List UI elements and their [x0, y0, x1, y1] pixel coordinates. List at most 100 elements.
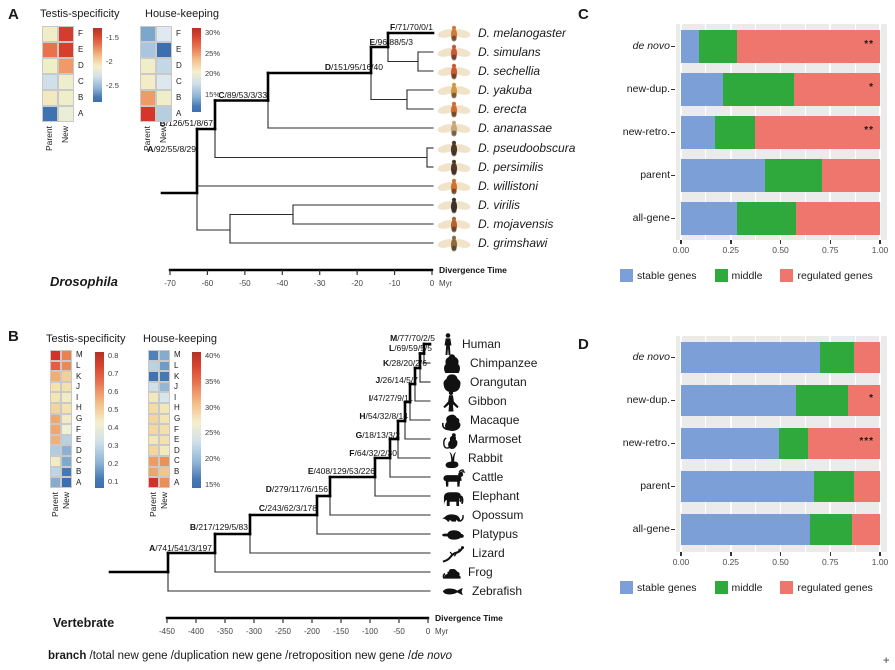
heatmap-b-housekeeping-colorbar-tick: 35%: [205, 376, 221, 386]
vertebrate-species-row: Elephant: [440, 487, 519, 506]
fly-icon: [436, 216, 472, 233]
heatmap-a-testis-cell: [42, 90, 58, 106]
time-axis-tick-label: 0: [426, 627, 431, 636]
drosophila-caption: Drosophila: [50, 274, 118, 289]
heatmap-b-housekeeping-cell: [159, 360, 170, 372]
panel-d-bar-segment: [848, 385, 880, 416]
panel-d-bar-segment: [681, 514, 811, 545]
time-axis-tick-label: -200: [304, 627, 321, 636]
heatmap-b-testis-cell: [61, 403, 72, 414]
time-axis-tick-label: -60: [202, 279, 214, 288]
species-label: D. virilis: [478, 198, 520, 212]
heatmap-b-testis-row-label: J: [76, 382, 80, 392]
panel-d-bar-segment: [810, 514, 853, 545]
panel-d-significance: *: [869, 392, 874, 404]
heatmap-b-testis-row-label: E: [76, 435, 82, 445]
panel-d-legend-item: regulated genes: [780, 581, 873, 594]
panel-d-category-tick: [671, 528, 675, 531]
species-label: D. grimshawi: [478, 236, 548, 250]
time-axis-tick-label: -70: [164, 279, 176, 288]
panel-c-bar-segment: [681, 30, 699, 63]
panel-d-x-tick: [779, 552, 782, 556]
heatmap-b-housekeeping-row-label: F: [174, 424, 179, 434]
heatmap-b-testis-cell: [50, 371, 61, 382]
fly-icon: [436, 159, 472, 176]
branch-label: A/92/55/8/29: [147, 144, 196, 154]
species-label: Platypus: [472, 527, 519, 541]
panel-c-category-label: new-retro.: [622, 125, 670, 138]
heatmap-b-testis-cell: [50, 456, 61, 467]
heatmap-a-testis-cell: [58, 58, 74, 74]
heatmap-b-housekeeping-colorbar-tick: 40%: [205, 351, 221, 360]
species-label: D. ananassae: [478, 121, 553, 135]
panel-d-category-label: new-retro.: [622, 436, 670, 449]
heatmap-b-testis-cell: [61, 360, 72, 372]
panel-c-category-tick: [671, 174, 675, 177]
heatmap-b-housekeeping-row-label: H: [174, 403, 180, 413]
panel-d-bar-segment: [796, 385, 849, 416]
panel-d-x-tick-label: 0.75: [821, 557, 839, 567]
heatmap-b-testis-colorbar-tick: 0.5: [108, 405, 119, 414]
marmoset-icon: [440, 429, 462, 450]
heatmap-b-housekeeping-row-label: D: [174, 445, 180, 455]
panel-c-category-label: new-dup.: [626, 82, 670, 95]
panel-d-bar-segment: [681, 342, 821, 373]
orangutan-icon: [440, 372, 464, 393]
heatmap-b-testis-colorbar-tick: 0.3: [108, 441, 119, 450]
drosophila-species-row: D. pseudoobscura: [436, 139, 575, 157]
heatmap-a-testis-col-label: Parent: [44, 126, 54, 152]
legend-swatch-icon: [714, 581, 728, 594]
panel-c-bar-segment: [754, 116, 880, 149]
time-axis-tick-label: -50: [239, 279, 251, 288]
heatmap-b-housekeeping-cell: [159, 413, 170, 425]
species-label: Macaque: [470, 413, 520, 427]
time-axis-tick-label: -30: [314, 279, 326, 288]
drosophila-species-row: D. willistoni: [436, 177, 538, 195]
vertebrate-species-row: Chimpanzee: [440, 353, 537, 373]
drosophila-species-row: D. persimilis: [436, 158, 543, 176]
vertebrate-species-row: Gibbon: [440, 390, 507, 412]
heatmap-b-testis-colorbar-tick: 0.8: [108, 351, 119, 360]
heatmap-b-housekeeping-row-label: K: [174, 371, 180, 381]
species-label: D. sechellia: [478, 64, 541, 78]
cursor-plus-icon: +: [883, 655, 890, 667]
branch-label: B/217/129/5/83: [190, 522, 248, 532]
heatmap-a-housekeeping-colorbar-tick: 15%: [205, 89, 221, 99]
legend-swatch-icon: [714, 269, 728, 282]
heatmap-b-testis-cell: [61, 350, 72, 361]
heatmap-a-housekeeping-row-label: B: [176, 93, 182, 102]
species-label: D. simulans: [478, 45, 541, 59]
heatmap-b-testis-row-label: B: [76, 466, 82, 476]
heatmap-b-housekeeping-row-label: J: [174, 382, 178, 392]
panel-d-category-label: parent: [640, 479, 670, 492]
heatmap-a-housekeeping-cell: [140, 74, 156, 90]
panel-c-category-label: parent: [640, 168, 670, 181]
heatmap-b-housekeeping-colorbar: [192, 352, 201, 488]
panel-d-bar-segment: [852, 514, 880, 545]
panel-c-x-tick-label: 1.00: [871, 245, 889, 255]
time-axis-tick-label: -250: [275, 627, 292, 636]
heatmap-a-testis-colorbar-tick: -2: [106, 57, 113, 66]
heatmap-a-housekeeping-cell: [140, 42, 156, 58]
drosophila-species-row: D. melanogaster: [436, 24, 566, 42]
panel-c-x-tick: [680, 240, 682, 244]
time-axis-tick-label: -450: [159, 627, 176, 636]
panel-c-category-label: de novo: [632, 39, 670, 52]
heatmap-b-housekeeping-cell: [148, 392, 159, 403]
heatmap-a-housekeeping-cell: [156, 26, 172, 42]
rabbit-icon: [440, 448, 462, 469]
heatmap-b-housekeeping-row-label: M: [174, 350, 181, 360]
drosophila-species-row: D. yakuba: [436, 81, 532, 99]
heatmap-b-testis-row-label: M: [76, 350, 83, 360]
heatmap-b-testis-cell: [50, 413, 61, 425]
heatmap-b-testis-row-label: G: [76, 413, 83, 423]
heatmap-b-testis-colorbar-tick: 0.6: [108, 387, 119, 396]
heatmap-b-testis-cell: [50, 381, 61, 393]
heatmap-b-housekeeping-cell: [159, 371, 170, 382]
panel-d-letter: D: [578, 336, 589, 353]
platypus-icon: [440, 527, 466, 542]
heatmap-a-housekeeping-cell: [140, 58, 156, 74]
time-axis-tick-label: -40: [277, 279, 289, 288]
panel-c-category-tick: [671, 45, 675, 48]
